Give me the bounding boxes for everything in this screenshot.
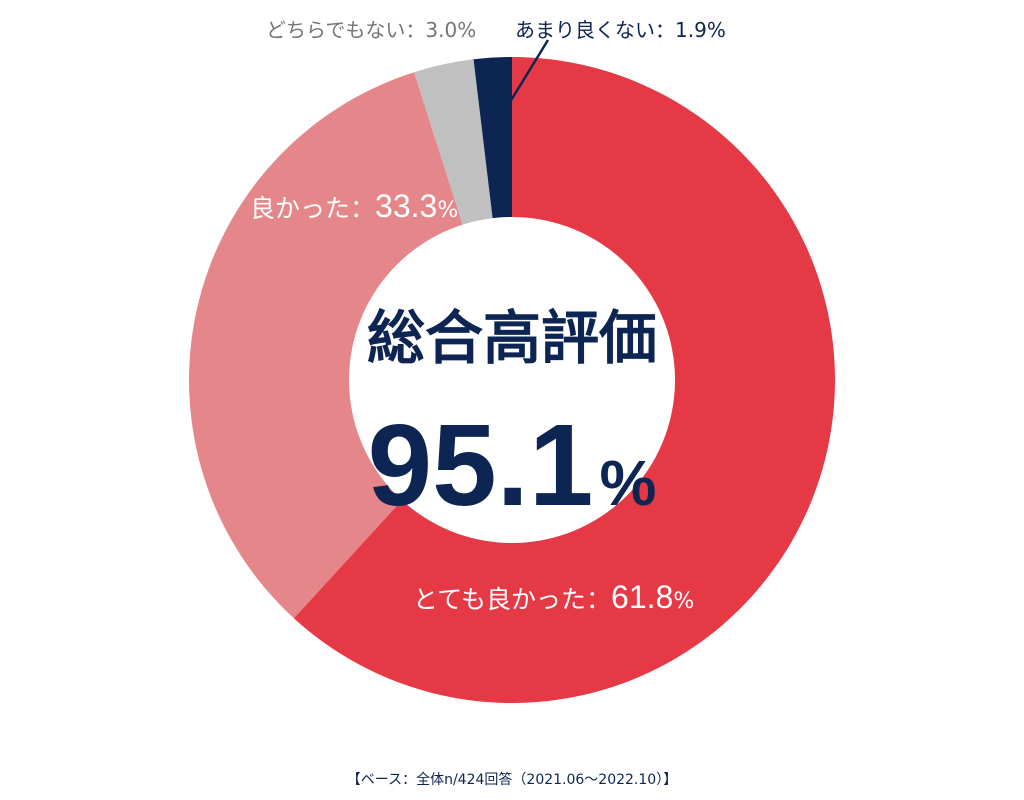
label-very-good-value: 61.8 [611, 579, 673, 615]
center-title: 総合高評価 [367, 304, 657, 372]
leader-line-somewhat-bad [508, 39, 550, 103]
label-very-good-name: とても良かった [413, 585, 586, 614]
label-neutral: どちらでもない：3.0% [266, 18, 476, 42]
label-neutral-unit: % [457, 18, 476, 42]
label-good-unit: % [437, 198, 458, 223]
label-somewhat-bad-name: あまり良くない [515, 18, 655, 42]
label-very-good-sep: ： [586, 585, 611, 614]
label-neutral-sep: ： [405, 18, 425, 42]
slice-good [188, 72, 512, 619]
center-value-unit: % [599, 447, 656, 519]
label-somewhat-bad: あまり良くない：1.9% [515, 18, 726, 42]
footnote: 【ベース：全体n/424回答（2021.06～2022.10）】 [347, 771, 677, 788]
label-somewhat-bad-sep: ： [655, 18, 675, 42]
label-very-good-unit: % [673, 589, 694, 614]
label-good-sep: ： [350, 194, 375, 223]
label-good-name: 良かった [250, 194, 350, 223]
label-neutral-name: どちらでもない [266, 18, 405, 42]
label-somewhat-bad-unit: % [707, 18, 726, 42]
label-somewhat-bad-value: 1.9 [675, 18, 707, 42]
label-good: 良かった：33.3% [250, 188, 458, 224]
label-neutral-value: 3.0 [425, 18, 457, 42]
label-good-value: 33.3 [375, 188, 437, 224]
donut-hole [349, 217, 675, 543]
label-very-good: とても良かった：61.8% [413, 579, 694, 615]
center-value-number: 95.1 [368, 400, 594, 530]
center-value: 95.1% [368, 400, 657, 530]
